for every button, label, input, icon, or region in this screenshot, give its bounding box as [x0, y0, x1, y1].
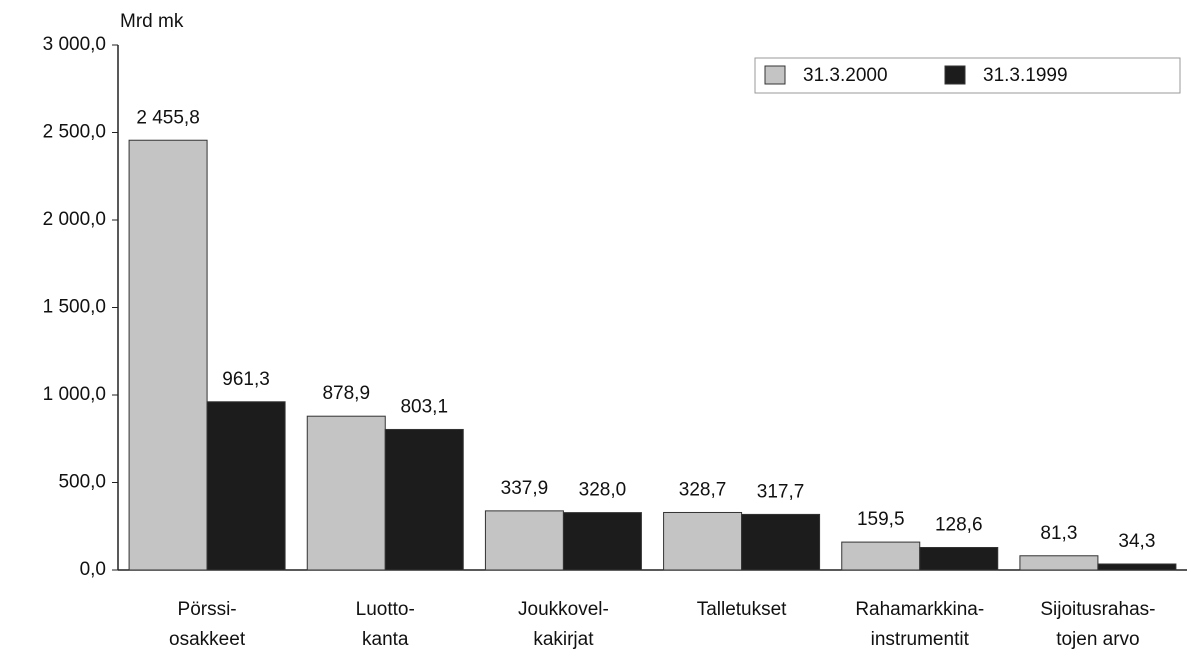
x-tick-label: osakkeet [169, 629, 246, 650]
bar [1019, 555, 1099, 571]
y-axis-label: Mrd mk [120, 11, 184, 32]
x-tick-label: instrumentit [871, 629, 970, 650]
x-tick-label: kakirjat [533, 629, 594, 650]
legend-swatch [764, 65, 786, 85]
value-label: 803,1 [400, 396, 448, 417]
value-label: 2 455,8 [136, 107, 199, 128]
value-label: 961,3 [222, 369, 270, 390]
bar [741, 513, 821, 571]
value-label: 878,9 [322, 383, 370, 404]
legend-label: 31.3.1999 [983, 65, 1068, 86]
value-label: 317,7 [757, 481, 805, 502]
value-label: 128,6 [935, 515, 983, 536]
bar [306, 415, 386, 571]
legend-box [754, 57, 1181, 94]
y-tick-label: 2 000,0 [43, 209, 106, 230]
bar [1097, 563, 1177, 571]
x-tick-label: Joukkovel- [518, 599, 609, 620]
value-label: 328,7 [679, 479, 727, 500]
bar [663, 511, 743, 571]
bar [384, 428, 464, 571]
x-tick-label: kanta [362, 629, 409, 650]
bar [484, 510, 564, 571]
bar [919, 546, 999, 571]
bar [562, 512, 642, 571]
y-tick-label: 500,0 [58, 472, 106, 493]
x-tick-label: Talletukset [697, 599, 787, 620]
value-label: 34,3 [1118, 531, 1155, 552]
x-tick-label: Rahamarkkina- [855, 599, 984, 620]
bar [841, 541, 921, 571]
y-tick-label: 0,0 [80, 559, 106, 580]
value-label: 328,0 [579, 480, 627, 501]
bar [206, 401, 286, 571]
y-tick-label: 1 500,0 [43, 297, 106, 318]
legend-swatch [944, 65, 966, 85]
x-tick-label: Luotto- [356, 599, 415, 620]
value-label: 81,3 [1040, 523, 1077, 544]
y-tick-label: 1 000,0 [43, 384, 106, 405]
y-tick-label: 3 000,0 [43, 34, 106, 55]
x-tick-label: Sijoitusrahas- [1040, 599, 1155, 620]
bar [128, 139, 208, 571]
legend-label: 31.3.2000 [803, 65, 888, 86]
x-tick-label: Pörssi- [178, 599, 237, 620]
value-label: 337,9 [501, 478, 549, 499]
x-tick-label: tojen arvo [1056, 629, 1139, 650]
value-label: 159,5 [857, 509, 905, 530]
y-tick-label: 2 500,0 [43, 122, 106, 143]
